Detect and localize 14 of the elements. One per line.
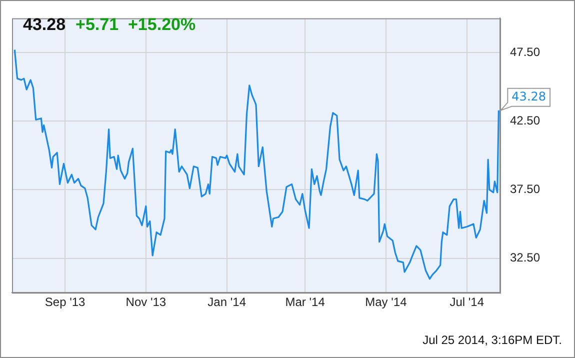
x-tick-label: Sep '13 [44, 295, 86, 310]
y-tick-label: 37.50 [510, 182, 540, 196]
chart-title: 43.28 [23, 15, 66, 35]
annotation: 43.28 [512, 90, 546, 104]
text: Jul 25 2014, 3:16PM EDT. [422, 333, 562, 347]
x-tick-label: Nov '13 [126, 295, 166, 310]
y-tick-label: 32.50 [510, 250, 540, 265]
x-tick-label: Jul '14 [450, 295, 484, 310]
y-tick-label: 42.50 [510, 113, 540, 128]
x-tick-label: Jan '14 [208, 295, 246, 310]
chart-subtitle: +5.71 +15.20% [76, 15, 196, 35]
x-tick-label: May '14 [365, 295, 408, 310]
y-tick-label: 47.50 [510, 44, 540, 59]
x-tick-label: Mar '14 [285, 295, 326, 310]
